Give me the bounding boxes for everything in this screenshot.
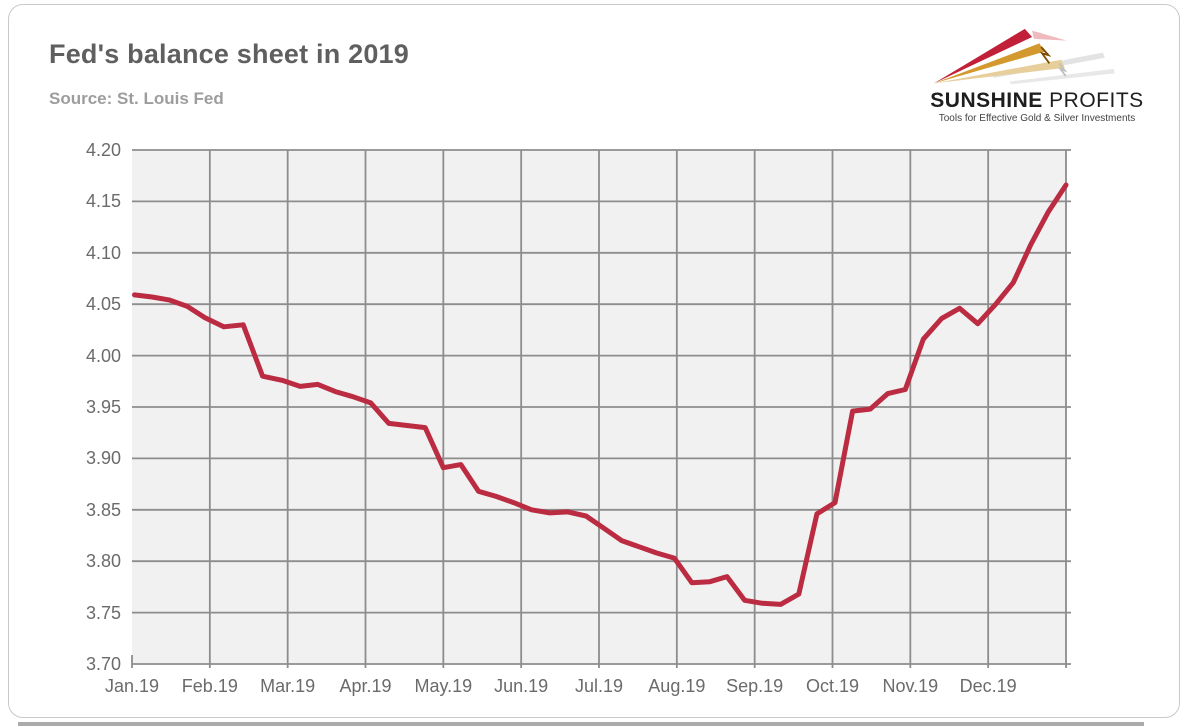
y-tick-label: 3.70 — [85, 654, 121, 674]
bottom-strip — [18, 722, 1144, 726]
x-tick-label: Apr.19 — [339, 676, 392, 696]
y-tick-label: 3.80 — [85, 551, 121, 572]
line-chart — [131, 149, 1071, 668]
chart-card: Fed's balance sheet in 2019 Source: St. … — [8, 4, 1180, 718]
y-tick-label: 4.20 — [85, 140, 121, 160]
x-tick-label: Feb.19 — [181, 676, 238, 696]
logo-tagline: Tools for Effective Gold & Silver Invest… — [938, 113, 1136, 124]
y-tick-label: 3.95 — [85, 397, 121, 417]
x-tick-label: Sep.19 — [726, 676, 784, 696]
balance-sheet-line — [132, 182, 1069, 607]
x-tick-label: Jun.19 — [494, 676, 549, 696]
x-tick-label: Jan.19 — [104, 676, 160, 696]
y-tick-label: 4.15 — [85, 191, 121, 212]
x-tick-label: May.19 — [414, 676, 473, 696]
y-tick-label: 3.90 — [85, 448, 121, 469]
x-tick-label: Dec.19 — [959, 676, 1017, 696]
y-tick-label: 4.05 — [85, 294, 121, 315]
logo-brand-bold: SUNSHINE — [930, 89, 1043, 112]
y-tick-label: 3.85 — [85, 499, 121, 520]
x-tick-label: Mar.19 — [260, 676, 316, 696]
sunshine-profits-logo: SUNSHINE PROFITS Tools for Effective Gol… — [909, 13, 1165, 129]
y-tick-label: 4.10 — [85, 242, 121, 263]
logo-streaks-icon — [933, 28, 1115, 85]
source-label: Source: St. Louis Fed — [49, 89, 224, 108]
logo-brand-text: SUNSHINE PROFITS — [909, 89, 1165, 113]
y-tick-label: 4.00 — [85, 345, 121, 366]
page-title: Fed's balance sheet in 2019 — [49, 39, 409, 69]
plot-area — [131, 149, 1071, 668]
logo-brand-light: PROFITS — [1049, 89, 1144, 112]
y-tick-label: 3.75 — [85, 602, 121, 623]
x-tick-label: Jul.19 — [574, 676, 624, 696]
x-tick-label: Aug.19 — [648, 676, 706, 696]
x-tick-label: Nov.19 — [882, 676, 939, 696]
x-tick-label: Oct.19 — [805, 676, 860, 696]
